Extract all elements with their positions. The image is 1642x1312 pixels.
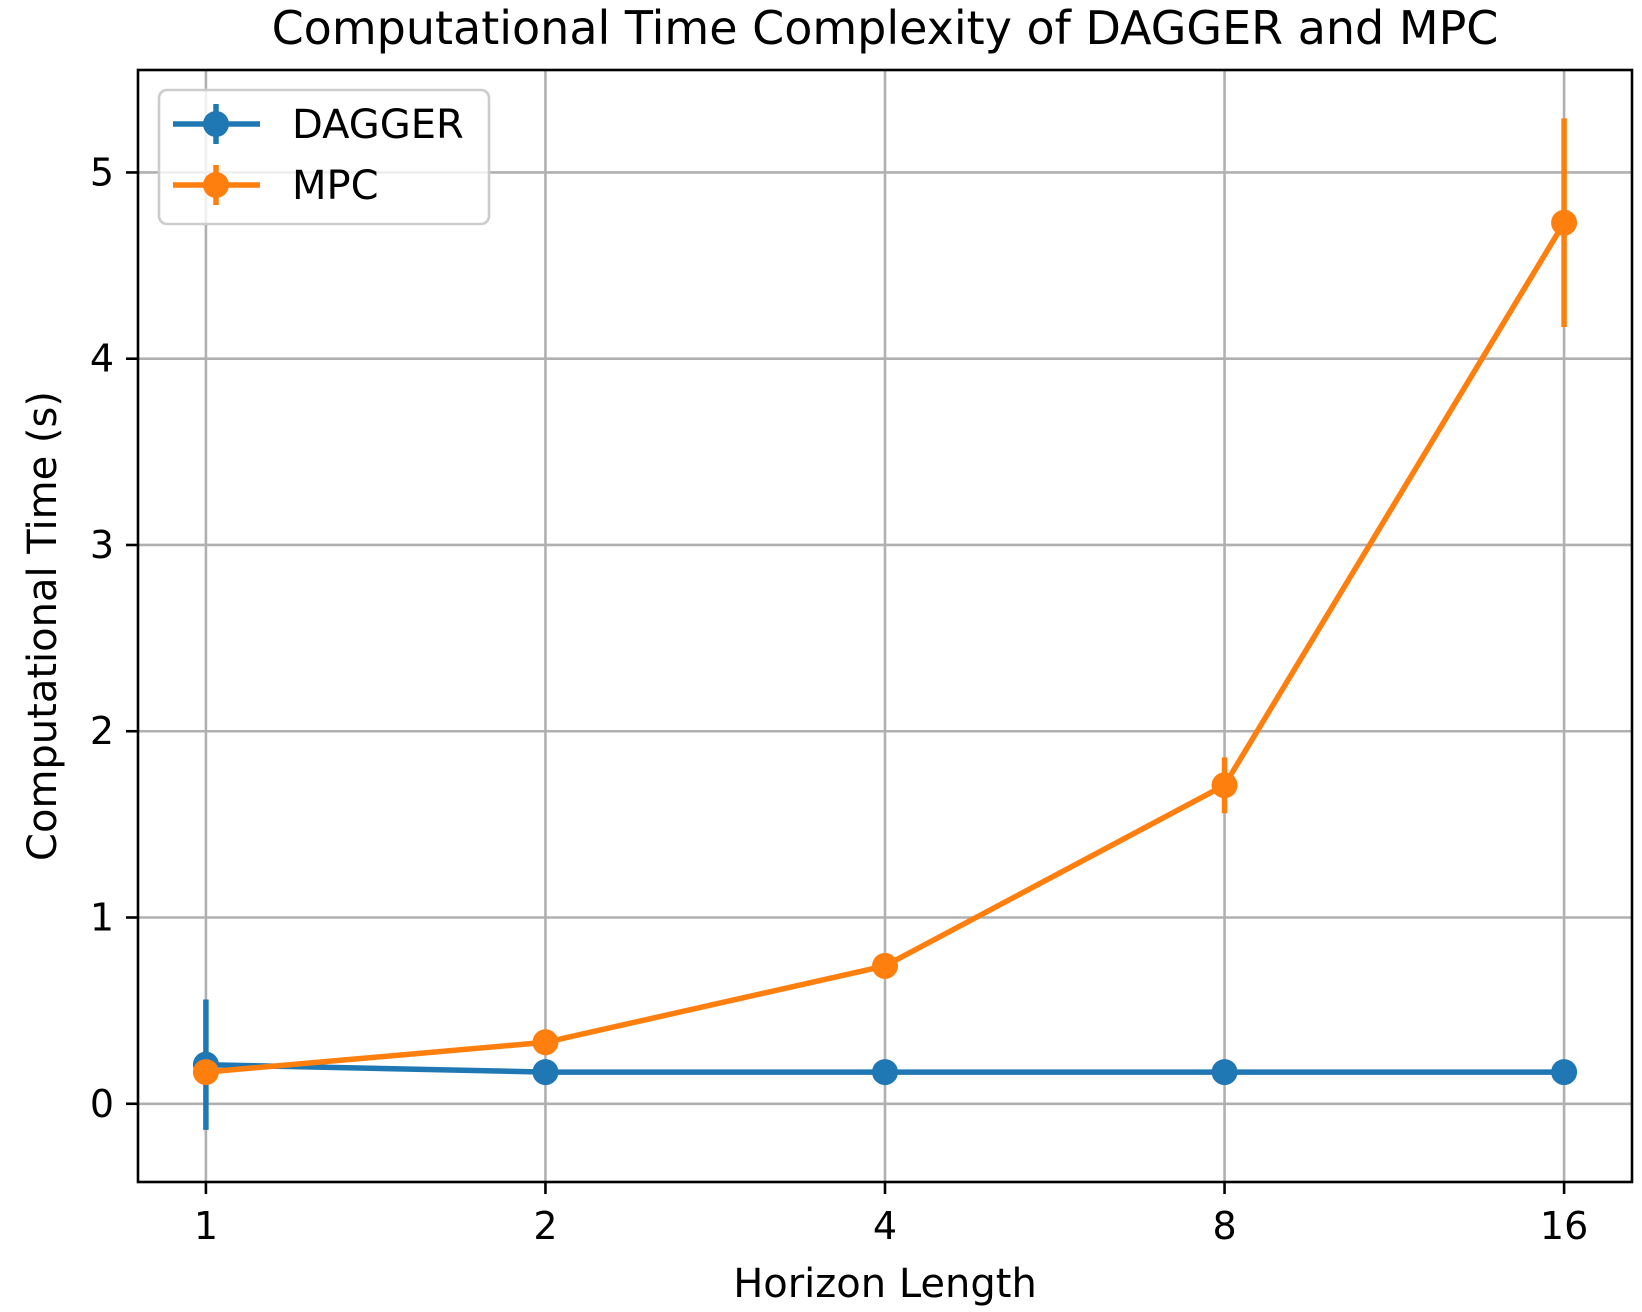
legend-item-dagger: DAGGER xyxy=(173,102,464,148)
y-tick-label: 0 xyxy=(90,1082,114,1126)
x-tick-label: 8 xyxy=(1212,1204,1236,1248)
x-axis-label: Horizon Length xyxy=(733,1261,1037,1307)
data-point-dagger xyxy=(532,1059,559,1086)
data-point-dagger xyxy=(1551,1059,1578,1086)
y-axis: 0 1 2 3 4 5 xyxy=(90,150,138,1126)
legend-label-mpc: MPC xyxy=(292,163,379,209)
data-point-mpc xyxy=(1551,209,1578,236)
legend-item-mpc: MPC xyxy=(173,163,379,209)
chart-title: Computational Time Complexity of DAGGER … xyxy=(272,1,1499,55)
y-tick-label: 3 xyxy=(90,523,114,567)
plot-series xyxy=(192,118,1578,1130)
legend-marker-dagger xyxy=(203,111,229,137)
legend-marker-mpc xyxy=(203,172,229,198)
data-point-mpc xyxy=(872,952,898,979)
data-point-mpc xyxy=(532,1029,559,1056)
grid-lines xyxy=(138,70,1632,1182)
x-axis: 1 2 4 8 16 xyxy=(194,1182,1588,1248)
x-tick-label: 1 xyxy=(194,1204,218,1248)
y-tick-label: 5 xyxy=(90,150,114,194)
y-tick-label: 1 xyxy=(90,896,114,940)
x-tick-label: 4 xyxy=(873,1204,897,1248)
series-mpc xyxy=(192,118,1578,1086)
data-point-mpc xyxy=(192,1059,219,1086)
y-tick-label: 4 xyxy=(90,337,114,381)
y-axis-label: Computational Time (s) xyxy=(20,391,66,861)
legend-label-dagger: DAGGER xyxy=(292,102,464,148)
legend: DAGGER MPC xyxy=(157,88,491,226)
data-point-dagger xyxy=(872,1059,898,1086)
x-tick-label: 16 xyxy=(1540,1204,1588,1248)
x-tick-label: 2 xyxy=(533,1204,557,1248)
y-tick-label: 2 xyxy=(90,709,114,753)
data-point-dagger xyxy=(1211,1059,1238,1086)
data-point-mpc xyxy=(1211,772,1238,799)
